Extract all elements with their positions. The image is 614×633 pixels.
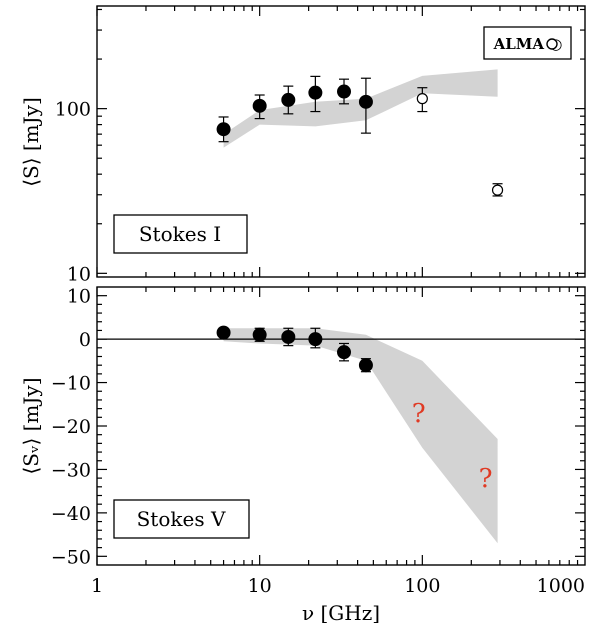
x-tick-labels: 1 10 100 1000 xyxy=(91,575,585,597)
data-point xyxy=(252,327,267,342)
plot-frame xyxy=(96,286,586,566)
data-point xyxy=(358,358,373,373)
y-tick-label: 10 xyxy=(67,263,91,285)
data-point xyxy=(337,84,352,99)
x-tick-label: 10 xyxy=(248,575,272,597)
x-tick-label: 1000 xyxy=(537,575,585,597)
data-points xyxy=(216,325,373,373)
axis-ticks xyxy=(96,6,585,277)
data-point xyxy=(281,92,296,107)
y-tick-label: 10 xyxy=(67,286,91,308)
y-tick-label: 100 xyxy=(55,99,91,121)
y-tick-label: −50 xyxy=(51,546,91,568)
legend: ALMA ○ xyxy=(483,26,572,60)
alma-data-point xyxy=(416,93,428,105)
panel-stokes-i: 10 100 Stokes I ALMA ○ ⟨S⟩ [mJy] xyxy=(19,5,586,286)
axis-ticks xyxy=(96,287,585,565)
x-tick-label: 100 xyxy=(404,575,440,597)
model-band-area xyxy=(223,328,498,544)
y-tick-labels: 10 0 −10 −20 −30 −40 −50 xyxy=(51,286,91,569)
alma-data-point xyxy=(491,184,504,196)
data-point xyxy=(216,122,231,137)
data-point xyxy=(358,94,373,109)
y-tick-label: −40 xyxy=(51,503,91,525)
question-mark: ? xyxy=(479,464,493,494)
data-points xyxy=(216,75,504,197)
y-tick-label: 0 xyxy=(79,329,91,351)
y-tick-label: −30 xyxy=(51,459,91,481)
data-point xyxy=(252,98,267,113)
model-band xyxy=(223,69,498,148)
unknown-markers: ?? xyxy=(412,399,493,494)
data-point xyxy=(281,329,296,344)
plot-frame xyxy=(96,5,586,278)
y-tick-label: −20 xyxy=(51,416,91,438)
data-point xyxy=(308,332,323,347)
label-box-frame xyxy=(113,499,250,539)
stokes-label-box: Stokes I xyxy=(113,214,248,254)
data-point xyxy=(216,325,231,340)
x-axis-title: ν [GHz] xyxy=(302,601,380,625)
y-tick-label: −10 xyxy=(51,373,91,395)
stokes-v-label: Stokes V xyxy=(137,507,226,531)
label-box-frame xyxy=(113,214,248,254)
model-band-area xyxy=(223,69,498,148)
y-axis-title: ⟨S⟩ [mJy] xyxy=(19,97,43,187)
data-point xyxy=(308,85,323,100)
y-axis-title: ⟨Sᵥ⟩ [mJy] xyxy=(19,377,43,474)
stokes-i-label: Stokes I xyxy=(139,222,221,246)
x-tick-label: 1 xyxy=(91,575,103,597)
legend-alma-label: ALMA ○ xyxy=(493,35,563,53)
model-band xyxy=(223,328,498,544)
data-point xyxy=(337,345,352,360)
question-mark: ? xyxy=(412,399,426,429)
y-tick-labels: 10 100 xyxy=(55,99,91,286)
legend-alma-marker xyxy=(546,38,558,50)
panel-stokes-v: 100−10−20−30−40−50 1 10 100 1000 ?? Stokes … xyxy=(19,286,586,625)
stokes-label-box: Stokes V xyxy=(113,499,250,539)
